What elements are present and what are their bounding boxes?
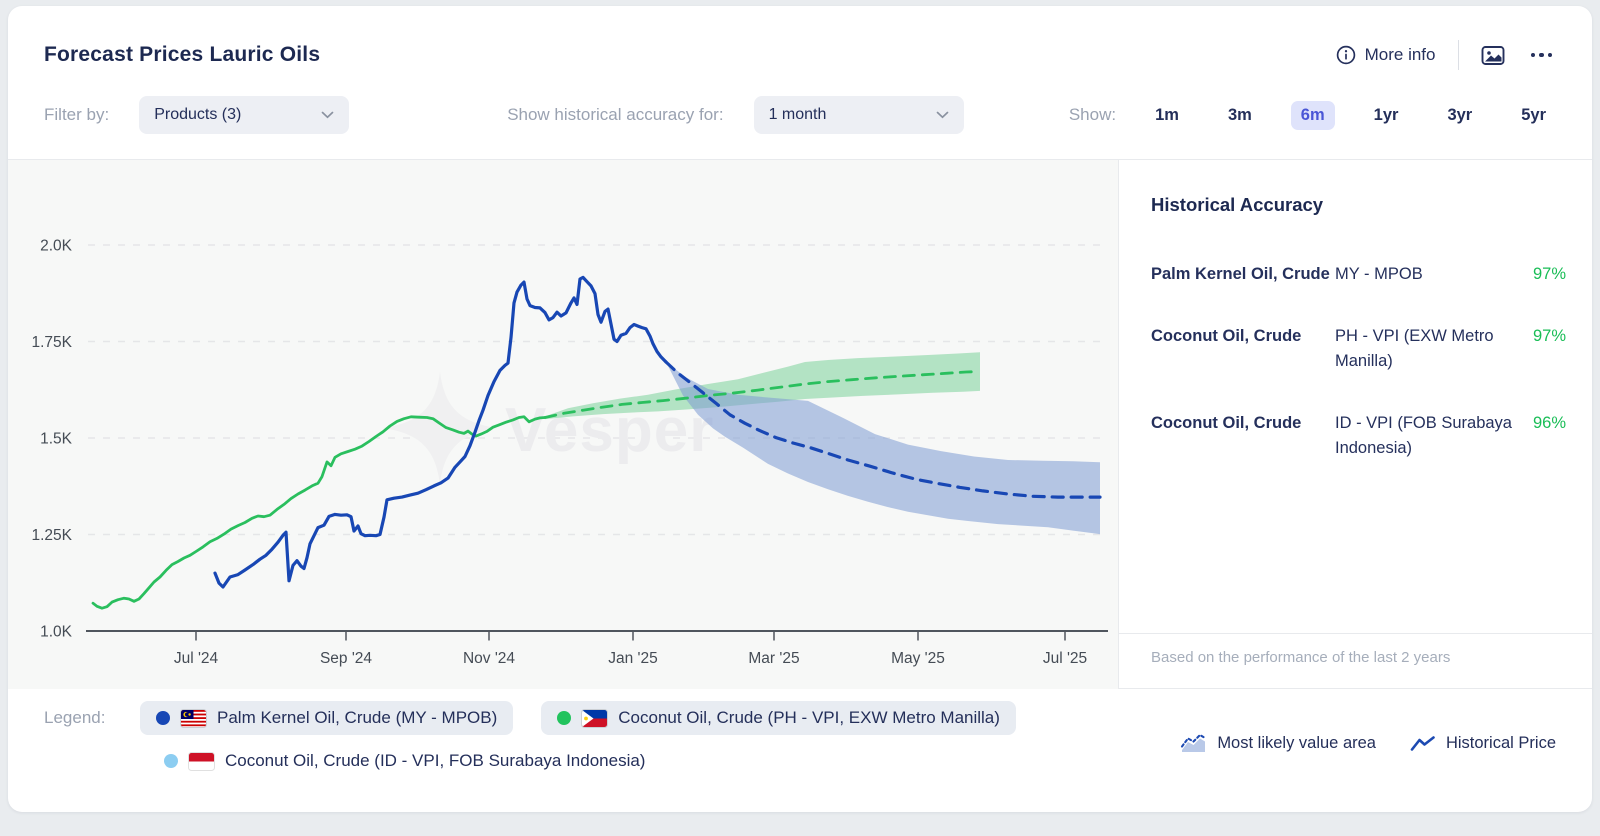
filter-bar: Filter by: Products (3) Show historical … xyxy=(8,96,1592,134)
time-range-selector: Show: 1m 3m 6m 1yr 3yr 5yr xyxy=(1068,100,1556,130)
legend-item-palm-kernel-my[interactable]: Palm Kernel Oil, Crude (MY - MPOB) xyxy=(140,701,514,735)
more-info-label: More info xyxy=(1364,45,1436,64)
svg-text:2.0K: 2.0K xyxy=(40,238,73,255)
more-options-icon[interactable] xyxy=(1527,49,1557,62)
most-likely-area-key: Most likely value area xyxy=(1180,733,1376,754)
historical-price-key: Historical Price xyxy=(1410,734,1556,753)
legend: Legend: xyxy=(44,701,1016,778)
range-option-3m[interactable]: 3m xyxy=(1227,105,1252,124)
export-image-icon[interactable] xyxy=(1481,45,1505,66)
range-option-5yr[interactable]: 5yr xyxy=(1521,105,1546,124)
accuracy-footnote: Based on the performance of the last 2 y… xyxy=(1119,633,1592,688)
area-key-label: Most likely value area xyxy=(1217,734,1376,752)
accuracy-source: MY - MPOB xyxy=(1335,265,1423,283)
accuracy-row: Coconut Oil, Crude PH - VPI (EXW Metro M… xyxy=(1151,324,1566,375)
series-dot xyxy=(557,711,572,725)
historical-accuracy-panel: Historical Accuracy Palm Kernel Oil, Cru… xyxy=(1118,160,1592,688)
svg-text:1.0K: 1.0K xyxy=(40,624,73,641)
forecast-widget-card: Forecast Prices Lauric Oils More info Fi… xyxy=(8,6,1592,812)
historical-price-icon xyxy=(1410,735,1435,751)
panel-title: Historical Accuracy xyxy=(1151,194,1324,215)
svg-text:Mar '25: Mar '25 xyxy=(748,650,799,667)
svg-text:Jan '25: Jan '25 xyxy=(608,650,658,667)
chevron-down-icon xyxy=(321,111,334,119)
chart-area: 1.0K 1.25K 1.5K 1.75K 2.0K Vesper Jul '24 Sep '… xyxy=(8,160,1118,689)
range-option-3yr[interactable]: 3yr xyxy=(1447,105,1473,124)
accuracy-for-label: Show historical accuracy for: xyxy=(507,105,724,124)
accuracy-value: 97% xyxy=(1532,265,1566,283)
range-option-6m[interactable]: 6m xyxy=(1290,100,1335,130)
svg-text:Sep '24: Sep '24 xyxy=(320,650,372,667)
price-key-label: Historical Price xyxy=(1445,734,1556,752)
filter-by-label: Filter by: xyxy=(44,105,110,124)
svg-text:May '25: May '25 xyxy=(891,650,945,667)
legend-keys: Most likely value area Historical Price xyxy=(1180,733,1556,754)
accuracy-value: 97% xyxy=(1532,326,1566,345)
indonesia-flag-icon xyxy=(188,751,215,771)
products-dropdown-value: Products (3) xyxy=(154,106,242,123)
show-label: Show: xyxy=(1068,105,1117,124)
malaysia-flag-icon xyxy=(180,708,207,728)
svg-text:Jul '24: Jul '24 xyxy=(174,650,219,667)
legend-label: Legend: xyxy=(44,708,106,727)
header-divider xyxy=(1457,40,1459,70)
accuracy-product: Coconut Oil, Crude xyxy=(1151,413,1302,432)
legend-bar: Legend: xyxy=(8,688,1592,807)
svg-text:1.25K: 1.25K xyxy=(31,527,72,544)
products-dropdown[interactable]: Products (3) xyxy=(139,96,350,134)
widget-header: Forecast Prices Lauric Oils More info xyxy=(8,6,1592,72)
legend-item-coconut-id[interactable]: Coconut Oil, Crude (ID - VPI, FOB Suraba… xyxy=(148,744,661,778)
value-area-icon xyxy=(1181,733,1207,752)
svg-text:Nov '24: Nov '24 xyxy=(463,650,515,667)
legend-item-label: Palm Kernel Oil, Crude (MY - MPOB) xyxy=(217,708,498,727)
accuracy-source: ID - VPI (FOB Surabaya Indonesia) xyxy=(1335,413,1512,458)
series-dot xyxy=(164,754,178,768)
accuracy-row: Palm Kernel Oil, Crude MY - MPOB 97% xyxy=(1151,262,1566,288)
legend-item-label: Coconut Oil, Crude (ID - VPI, FOB Suraba… xyxy=(225,751,646,770)
page-title: Forecast Prices Lauric Oils xyxy=(44,43,321,66)
svg-text:1.5K: 1.5K xyxy=(40,431,73,448)
range-option-1yr[interactable]: 1yr xyxy=(1373,105,1399,124)
more-info-button[interactable]: More info xyxy=(1336,45,1436,65)
header-actions: More info xyxy=(1336,40,1556,70)
accuracy-product: Coconut Oil, Crude xyxy=(1151,326,1302,345)
legend-item-coconut-ph[interactable]: Coconut Oil, Crude (PH - VPI, EXW Metro … xyxy=(541,701,1016,735)
accuracy-value: 96% xyxy=(1532,413,1566,432)
main-content: 1.0K 1.25K 1.5K 1.75K 2.0K Vesper Jul '24 Sep '… xyxy=(8,159,1592,689)
accuracy-source: PH - VPI (EXW Metro Manilla) xyxy=(1335,326,1494,371)
range-option-1m[interactable]: 1m xyxy=(1155,105,1179,124)
series-dot xyxy=(156,711,170,725)
accuracy-product: Palm Kernel Oil, Crude xyxy=(1151,265,1330,283)
accuracy-period-value: 1 month xyxy=(768,106,827,123)
accuracy-period-dropdown[interactable]: 1 month xyxy=(753,96,964,134)
svg-text:Jul '25: Jul '25 xyxy=(1043,650,1087,667)
svg-text:1.75K: 1.75K xyxy=(31,334,72,351)
accuracy-row: Coconut Oil, Crude ID - VPI (FOB Surabay… xyxy=(1151,411,1566,462)
chevron-down-icon xyxy=(936,111,948,119)
info-icon xyxy=(1336,45,1355,65)
philippines-flag-icon xyxy=(581,708,609,728)
legend-item-label: Coconut Oil, Crude (PH - VPI, EXW Metro … xyxy=(618,708,1000,727)
